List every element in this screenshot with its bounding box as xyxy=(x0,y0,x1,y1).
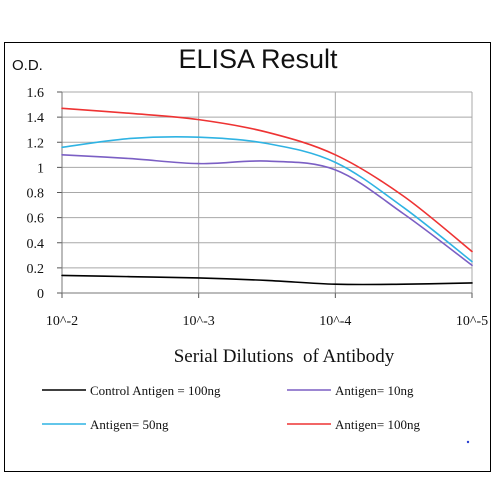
chart-frame xyxy=(4,42,491,472)
y-tick-label: 1.2 xyxy=(27,136,45,151)
legend-item-antigen-50ng: Antigen= 50ng xyxy=(42,417,169,432)
y-tick-label: 0.6 xyxy=(27,212,45,227)
legend-label: Antigen= 50ng xyxy=(90,417,169,432)
y-tick-label: 0 xyxy=(37,287,44,302)
legend-item-antigen-10ng: Antigen= 10ng xyxy=(287,383,414,398)
x-axis-label: Serial Dilutions of Antibody xyxy=(174,346,395,367)
y-tick-label: 1.6 xyxy=(27,86,45,101)
x-tick-labels: 10^-2 10^-3 10^-4 10^-5 xyxy=(46,314,488,329)
legend-label: Control Antigen = 100ng xyxy=(90,383,221,398)
legend-label: Antigen= 10ng xyxy=(335,383,414,398)
gridlines xyxy=(62,91,473,293)
series-line-antigen-100ng xyxy=(61,107,473,253)
y-tick-label: 1 xyxy=(37,161,44,176)
legend-label: Antigen= 100ng xyxy=(335,417,420,432)
legend: Control Antigen = 100ng Antigen= 10ng Anti… xyxy=(42,383,420,432)
series-line-control-antigen-100ng xyxy=(61,274,473,286)
series-line-antigen-50ng xyxy=(61,136,473,263)
chart-title: ELISA Result xyxy=(178,44,338,74)
legend-item-control-antigen-100ng: Control Antigen = 100ng xyxy=(42,383,221,398)
y-tick-label: 0.4 xyxy=(27,237,45,252)
legend-item-antigen-100ng: Antigen= 100ng xyxy=(287,417,420,432)
y-axis-label: O.D. xyxy=(12,57,43,74)
y-tick-labels: 0 0.2 0.4 0.6 0.8 1 1.2 1.4 1.6 xyxy=(27,86,45,302)
x-tick-label: 10^-4 xyxy=(319,314,351,329)
axes xyxy=(57,91,473,298)
y-tick-label: 0.2 xyxy=(27,262,45,277)
series-lines xyxy=(61,107,473,286)
x-tick-label: 10^-5 xyxy=(456,314,488,329)
y-tick-label: 1.4 xyxy=(27,111,45,126)
x-tick-label: 10^-3 xyxy=(183,314,215,329)
stray-dot xyxy=(466,440,470,444)
series-line-antigen-10ng xyxy=(61,154,473,267)
y-tick-label: 0.8 xyxy=(27,187,45,202)
x-tick-label: 10^-2 xyxy=(46,314,78,329)
